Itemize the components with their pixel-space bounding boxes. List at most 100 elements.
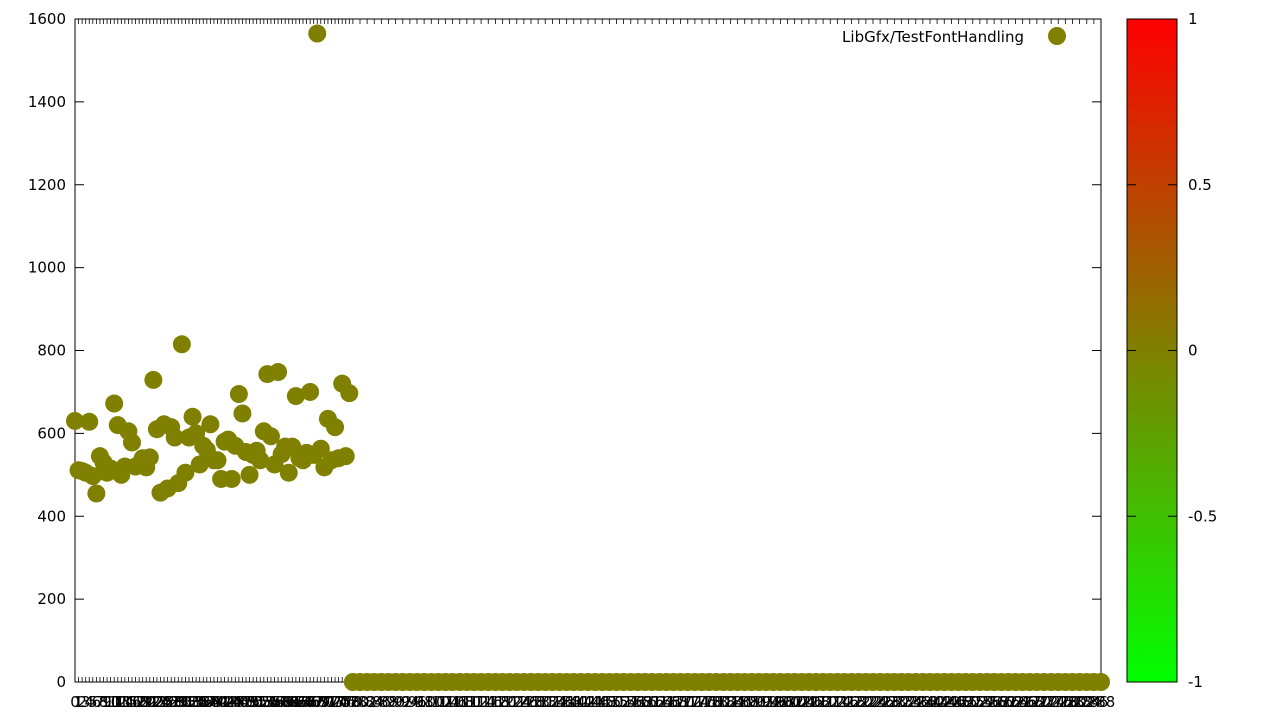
x-tick-label: 84 [365,693,384,711]
x-tick-label: 206 [795,693,824,711]
x-tick-label: 34 [187,693,206,711]
x-tick-label: 64 [293,693,312,711]
x-tick-label: 51 [247,693,266,711]
x-tick-label: 248 [944,693,973,711]
colorbar-tick-label: -0.5 [1188,507,1217,525]
x-tick-label: 24 [151,693,170,711]
y-tick-label: 600 [37,424,66,442]
x-tick-label: 154 [609,693,638,711]
x-tick-label: 132 [531,693,560,711]
x-tick-label: 116 [474,693,503,711]
x-tick-label: 142 [567,693,596,711]
x-tick-label: 11 [105,693,124,711]
x-tick-label: 96 [407,693,426,711]
x-tick-label: 3 [81,693,91,711]
x-tick-label: 39 [204,693,223,711]
x-tick-label: 108 [445,693,474,711]
plot-frame [74,18,1102,683]
x-tick-label: 186 [723,693,752,711]
x-tick-label: 9 [102,693,112,711]
data-point [123,433,141,452]
y-tick-label: 1600 [28,10,66,28]
x-tick-label: 170 [666,693,695,711]
data-point [240,465,259,484]
x-tick-label: 226 [866,693,895,711]
data-point [66,411,84,430]
y-tick-label: 1200 [28,176,66,194]
data-point [140,448,159,467]
x-tick-label: 192 [745,693,774,711]
x-tick-label: 90 [386,693,405,711]
colorbar: 1 0.5 0 -0.5 -1 [1126,10,1217,691]
x-tick-label: 102 [424,693,453,711]
data-point [1092,673,1110,691]
x-tick-label: 250 [951,693,980,711]
x-tick-label: 276 [1044,693,1073,711]
x-tick-label: 284 [1072,693,1101,711]
x-tick-label: 216 [830,693,859,711]
x-tick-label: 54 [258,693,277,711]
x-tick-label: 178 [695,693,724,711]
y-tick-label: 200 [37,590,66,608]
x-tick-label: 234 [894,693,923,711]
x-tick-label: 27 [162,693,181,711]
data-point [311,439,330,458]
x-tick-label: 5 [88,693,98,711]
x-tick-label: 252 [958,693,987,711]
x-tick-label: 260 [987,693,1016,711]
x-tick-label: 242 [923,693,952,711]
x-tick-label: 126 [510,693,539,711]
x-tick-label: 238 [909,693,938,711]
x-tick-label: 58 [272,693,291,711]
x-tick-label: 164 [645,693,674,711]
x-tick-label: 122 [495,693,524,711]
x-tick-label: 188 [730,693,759,711]
x-tick-label: 0 [70,693,80,711]
x-tick-label: 280 [1058,693,1087,711]
colorbar-tick-label: 1 [1188,10,1198,28]
data-point [326,418,345,437]
data-point [336,447,355,466]
x-tick-label: 63 [290,693,309,711]
x-tick-label: 78 [343,693,362,711]
x-tick-label: 77 [340,693,359,711]
x-tick-label: 212 [816,693,845,711]
x-tick-label: 42 [215,693,234,711]
x-tick-label: 35 [190,693,209,711]
data-point [183,407,202,426]
x-tick-label: 264 [1001,693,1030,711]
x-tick-label: 30 [172,693,191,711]
x-tick-label: 72 [322,693,341,711]
x-tick-label: 57 [269,693,288,711]
data-point [172,335,191,354]
data-points [66,24,1110,691]
x-tick-label: 220 [844,693,873,711]
x-tick-label: 49 [240,693,259,711]
x-tick-label: 59 [276,693,295,711]
x-tick-label: 92 [393,693,412,711]
x-tick-label: 120 [488,693,517,711]
x-tick-label: 45 [226,693,245,711]
x-tick-label: 198 [766,693,795,711]
x-tick-label: 134 [538,693,567,711]
x-tick-label: 48 [236,693,255,711]
x-tick-label: 202 [780,693,809,711]
x-tick-label: 148 [588,693,617,711]
x-tick-label: 25 [155,693,174,711]
legend-marker [1048,27,1066,45]
x-tick-label: 52 [251,693,270,711]
data-point [308,24,327,43]
y-tick-label: 1400 [28,93,66,111]
data-point [165,428,184,447]
x-tick-label: 180 [702,693,731,711]
x-tick-label: 138 [552,693,581,711]
x-tick-label: 74 [329,693,348,711]
data-point [222,469,241,488]
x-tick-label: 228 [873,693,902,711]
x-tick-label: 114 [467,693,496,711]
x-tick-label: 166 [652,693,681,711]
x-tick-label: 43 [219,693,238,711]
x-tick-label: 86 [372,693,391,711]
x-tick-label: 146 [581,693,610,711]
